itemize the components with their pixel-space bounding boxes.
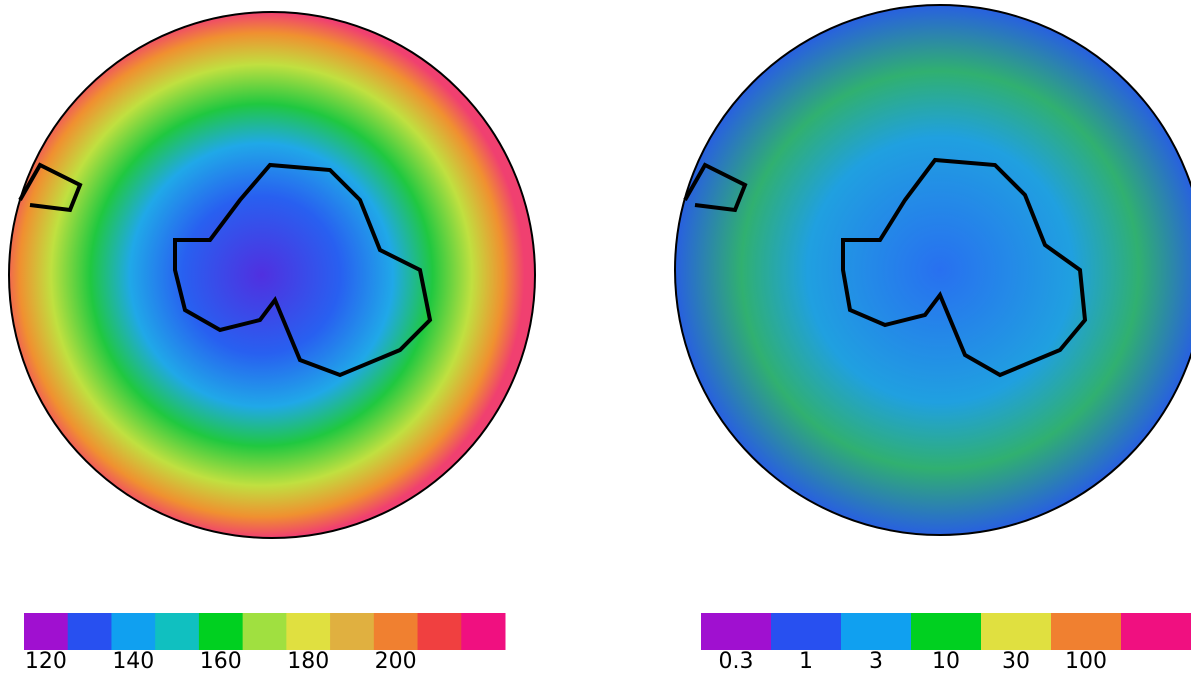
right-map (674, 4, 1191, 536)
colorbar-segment (417, 613, 462, 650)
colorbar-segment (330, 613, 375, 650)
colorbar-segment (242, 613, 287, 650)
colorbar-label: 200 (375, 649, 417, 674)
colorbar-segment (461, 613, 506, 650)
colorbar-segment (198, 613, 244, 650)
colorbar-label: 140 (112, 649, 154, 674)
colorbar-segment (155, 613, 200, 650)
colorbar-label: 3 (869, 649, 883, 674)
colorbar-segment (111, 613, 156, 650)
colorbar-segment (701, 613, 772, 650)
colorbar-label: 100 (1065, 649, 1107, 674)
colorbar-label: 180 (287, 649, 329, 674)
left-map (8, 11, 536, 539)
colorbar-label: 10 (932, 649, 960, 674)
colorbar-label: 1 (799, 649, 813, 674)
colorbar-segment (1051, 613, 1122, 650)
colorbar-label: 0.3 (719, 649, 754, 674)
colorbar-segment (981, 613, 1052, 650)
colorbar-label: 160 (200, 649, 242, 674)
colorbars: 120 140 160 180 200 0.3 1 3 10 30 100 (24, 613, 1191, 674)
colorbar-segment (286, 613, 331, 650)
colorbar-segment (771, 613, 842, 650)
colorbar-segment (841, 613, 912, 650)
colorbar-segment (911, 613, 982, 650)
colorbar-segment (373, 613, 419, 650)
colorbar-segment (24, 613, 69, 650)
colorbar-segment (1121, 613, 1191, 650)
colorbar-segment (67, 613, 112, 650)
colorbar-label: 30 (1002, 649, 1030, 674)
colorbar-label: 120 (25, 649, 67, 674)
